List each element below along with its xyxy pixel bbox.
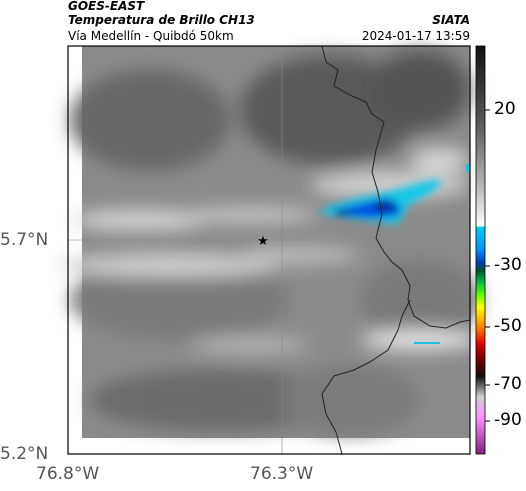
map-border — [67, 45, 471, 455]
cold-cloud-streak — [414, 342, 440, 344]
colorbar-label: -90 — [494, 410, 522, 430]
colorbar-label: -30 — [494, 255, 522, 275]
colorbar — [475, 45, 486, 455]
latitude-label: 5.2°N — [0, 444, 49, 464]
region-title: Vía Medellín - Quibdó 50km — [68, 29, 234, 43]
colorbar-label: 20 — [494, 99, 516, 119]
organization-label: SIATA — [432, 13, 470, 27]
cold-cloud-spot — [466, 164, 470, 172]
colorbar-label: -50 — [494, 316, 522, 336]
longitude-label: 76.3°W — [250, 464, 314, 484]
department-boundary-south — [321, 299, 411, 455]
product-title: Temperatura de Brillo CH13 — [68, 13, 255, 27]
colorbar-label: -70 — [494, 374, 522, 394]
timestamp-label: 2024-01-17 13:59 — [361, 29, 470, 43]
brightness-temperature-field — [60, 46, 480, 438]
star-icon: ★ — [257, 234, 269, 249]
satellite-title: GOES-EAST — [68, 0, 145, 13]
department-boundary — [321, 45, 471, 329]
longitude-label: 76.8°W — [36, 464, 100, 484]
latitude-label: 5.7°N — [0, 230, 49, 250]
